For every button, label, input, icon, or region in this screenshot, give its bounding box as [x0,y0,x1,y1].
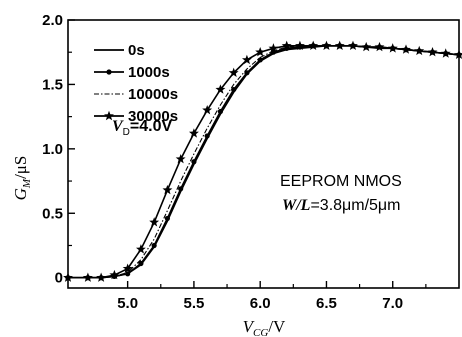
series-1000s [65,43,462,281]
legend-marker [106,69,112,75]
legend-label: 1000s [128,64,170,81]
data-point [63,272,73,282]
data-point [295,40,305,50]
y-tick-label: 0 [55,270,63,287]
x-tick-label: 7.0 [382,295,403,312]
data-point [96,272,107,282]
y-tick-label: 2.0 [42,12,63,29]
data-point [257,57,263,63]
x-tick-label: 5.5 [183,295,204,312]
data-point [204,133,210,139]
legend-label: 30000s [128,108,178,125]
plot-frame [67,19,460,289]
legend-item: 1000s [94,64,170,81]
data-point [374,41,385,52]
series-10000s [68,45,460,279]
legend: 0s 1000s 10000s 30000s [94,42,178,125]
series-30000s [63,40,462,282]
legend-label: 10000s [128,86,178,103]
data-point [414,45,425,56]
x-tick-label: 6.0 [250,295,271,312]
data-series [63,40,462,282]
data-point [151,242,157,249]
data-point [361,41,372,52]
x-axis-label: VCG/V [243,317,286,337]
x-tick-label: 5.0 [117,295,138,312]
data-point [82,272,93,282]
legend-marker [104,110,114,121]
data-point [321,40,332,50]
data-point [348,40,358,50]
data-point [427,47,438,57]
legend-item: 0s [94,42,145,59]
wl-label: W/L=3.8μm/5μm [282,197,400,214]
x-tick-label: 6.5 [316,295,337,312]
data-point [334,40,345,50]
data-point [109,269,120,280]
y-tick-label: 1.0 [42,141,63,158]
series-line [68,45,460,279]
data-point [440,48,451,58]
data-point [125,271,131,277]
data-point [215,84,226,94]
y-tick-label: 0.5 [42,205,63,222]
data-point [242,54,252,65]
data-point [454,49,462,59]
data-point [281,40,292,50]
data-point [138,260,144,267]
vd-annotation: VD=4.0V [112,118,172,138]
data-point [308,40,319,50]
data-point [149,217,160,227]
data-point [162,184,173,195]
device-label: EEPROM NMOS [280,173,402,190]
data-point [244,70,250,76]
legend-item: 30000s [94,108,178,125]
data-point [217,108,224,115]
series-line [68,45,460,279]
y-tick-label: 1.5 [42,76,63,93]
data-point [255,47,266,57]
data-point [189,128,199,138]
legend-label: 0s [128,42,145,59]
data-point [191,159,197,165]
series-0s [68,45,460,279]
legend-item: 10000s [94,86,178,103]
data-point [164,215,171,222]
series-line [68,45,460,279]
data-point [387,43,398,53]
axis-ticks: 5.0 5.5 6.0 6.5 7.0 0 0.5 1.0 1.5 2.0 [42,12,427,312]
data-point [401,44,411,54]
data-point [202,105,213,115]
data-point [231,86,237,93]
data-point [228,67,239,77]
data-point [178,186,184,192]
data-point [268,43,279,53]
data-point [122,263,133,273]
data-point [175,154,186,164]
y-axis-label: GM/μS [11,156,33,201]
series-line [68,45,460,279]
data-point [136,244,146,254]
